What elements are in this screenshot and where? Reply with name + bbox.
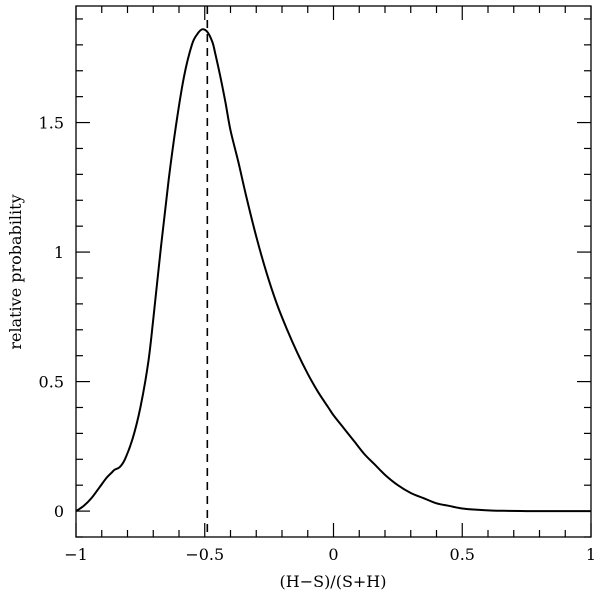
y-tick-label: 0.5 [39, 373, 64, 392]
x-tick-label: −1 [64, 545, 88, 564]
x-tick-label: 1 [586, 545, 596, 564]
ticks [75, 6, 592, 538]
y-tick-label: 1 [54, 243, 64, 262]
x-tick-label: −0.5 [185, 545, 224, 564]
plot-frame [75, 5, 592, 538]
series-line [75, 28, 591, 513]
y-tick-label: 0 [54, 502, 64, 521]
tick-labels: −1 −0.5 0 0.5 1 0 0.5 1 1.5 [39, 114, 597, 564]
y-tick-label: 1.5 [39, 114, 64, 133]
x-tick-label: 0.5 [450, 545, 475, 564]
x-axis-title: (H−S)/(S+H) [280, 572, 387, 591]
x-tick-label: 0 [328, 545, 338, 564]
y-axis-title: relative probability [6, 194, 25, 349]
